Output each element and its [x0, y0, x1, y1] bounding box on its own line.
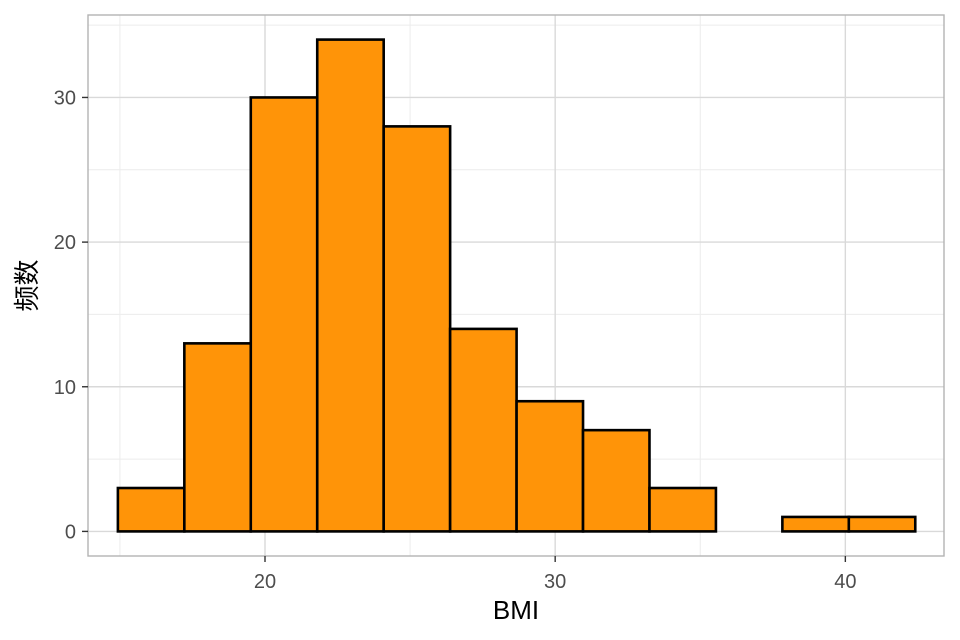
- histogram-bar: [515, 399, 585, 533]
- y-tick-label: 20: [54, 232, 76, 254]
- y-tick-label: 10: [54, 377, 76, 399]
- histogram-bar: [581, 428, 651, 533]
- histogram-bar: [315, 38, 385, 533]
- x-tick-label: 40: [834, 571, 856, 593]
- y-axis: 0 10 20 30: [54, 87, 88, 543]
- x-axis-title: BMI: [493, 595, 539, 625]
- y-tick-label: 30: [54, 87, 76, 109]
- y-tick-label: 0: [65, 521, 76, 543]
- histogram-bar: [648, 486, 718, 533]
- x-tick-label: 30: [544, 571, 566, 593]
- y-axis-title: 频数: [12, 259, 42, 311]
- histogram-bar: [448, 327, 518, 533]
- histogram-bar: [382, 125, 452, 533]
- histogram-bar: [781, 515, 851, 533]
- histogram-bar: [183, 342, 253, 533]
- histogram-bar: [249, 96, 319, 533]
- histogram-bars: [116, 38, 917, 533]
- histogram-bar: [116, 486, 186, 533]
- x-tick-label: 20: [254, 571, 276, 593]
- x-axis: 20 30 40: [254, 556, 856, 593]
- panel-border: [87, 14, 945, 557]
- histogram-bar: [847, 515, 917, 533]
